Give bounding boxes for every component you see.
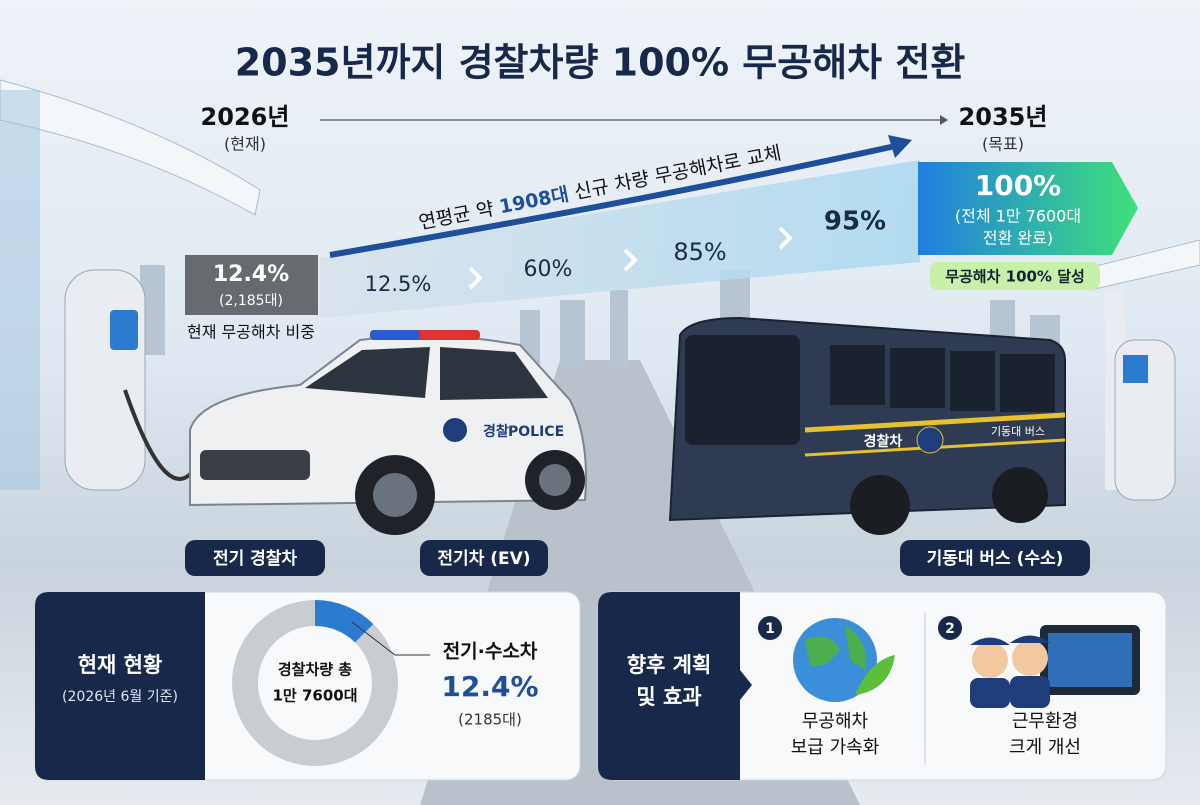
title: 2035년까지 경찰차량 100% 무공해차 전환 bbox=[235, 41, 966, 85]
status-title: 현재 현황 bbox=[78, 653, 163, 677]
chevrons bbox=[468, 226, 793, 290]
plan-title: 및 효과 bbox=[636, 685, 701, 709]
vehicle-label: 전기 경찰차 bbox=[213, 549, 297, 569]
bus-text: 경찰차 bbox=[864, 433, 903, 450]
bus-text: 기동대 버스 bbox=[991, 425, 1045, 438]
item-text: 보급 가속화 bbox=[791, 737, 880, 758]
vehicle-label: 기동대 버스 (수소) bbox=[927, 549, 1064, 569]
car-text: POLICE bbox=[508, 424, 564, 440]
goal-box bbox=[918, 162, 1138, 255]
vehicle-label-bg bbox=[420, 540, 548, 576]
item-text: 크게 개선 bbox=[1009, 737, 1081, 758]
trend-arrowhead bbox=[888, 135, 912, 158]
donut-center: 1만 7600대 bbox=[272, 687, 357, 705]
car-text: 경찰 bbox=[483, 423, 509, 440]
current-caption: 현재 무공해차 비중 bbox=[187, 323, 315, 342]
plan-header bbox=[598, 592, 740, 780]
current-box bbox=[185, 255, 318, 315]
share-value: 12.4% bbox=[441, 670, 538, 703]
current-share: 12.4% bbox=[213, 262, 289, 287]
item-badge bbox=[758, 616, 782, 640]
step: 85% bbox=[673, 238, 726, 266]
charging-station bbox=[0, 79, 261, 491]
status-header bbox=[35, 592, 205, 780]
officers-icon bbox=[970, 625, 1140, 708]
step: 60% bbox=[524, 257, 573, 282]
end-year: 2035년 bbox=[959, 103, 1048, 131]
status-date: (2026년 6월 기준) bbox=[62, 689, 178, 705]
goal-badge bbox=[930, 262, 1100, 290]
step: 95% bbox=[824, 207, 886, 237]
share-count: (2185대) bbox=[458, 711, 522, 729]
share-name: 전기·수소차 bbox=[443, 641, 538, 663]
trend-arrow bbox=[329, 142, 901, 258]
item-text: 무공해차 bbox=[802, 711, 869, 732]
donut-center: 경찰차량 총 bbox=[278, 661, 352, 679]
end-note: (목표) bbox=[982, 135, 1024, 154]
item-number: 2 bbox=[945, 621, 955, 637]
globe-icon bbox=[793, 618, 895, 702]
goal-line: (전체 1만 7600대 bbox=[955, 207, 1081, 226]
current-count: (2,185대) bbox=[219, 293, 283, 309]
plan-pointer bbox=[740, 670, 752, 700]
goal-share: 100% bbox=[975, 169, 1062, 202]
item-text: 근무환경 bbox=[1012, 711, 1078, 732]
goal-badge-text: 무공해차 100% 달성 bbox=[945, 268, 1085, 286]
start-year: 2026년 bbox=[201, 103, 290, 131]
vehicle-label-bg bbox=[185, 540, 325, 576]
timeline-arrowhead bbox=[940, 115, 948, 125]
step: 12.5% bbox=[365, 272, 432, 296]
start-note: (현재) bbox=[224, 135, 266, 154]
goal-line: 전환 완료) bbox=[983, 229, 1053, 248]
item-number: 1 bbox=[765, 621, 775, 637]
progress-band bbox=[320, 160, 920, 318]
police-car: 경찰 POLICE bbox=[189, 330, 587, 535]
item-badge bbox=[938, 616, 962, 640]
leader-line bbox=[351, 621, 430, 656]
police-bus: 경찰차 기동대 버스 bbox=[668, 316, 1066, 535]
hydrogen-station bbox=[1079, 239, 1200, 501]
vehicle-label-bg bbox=[900, 540, 1090, 576]
donut-share bbox=[314, 600, 374, 643]
plan-title: 향후 계획 bbox=[627, 653, 712, 677]
vehicle-label: 전기차 (EV) bbox=[437, 549, 530, 569]
